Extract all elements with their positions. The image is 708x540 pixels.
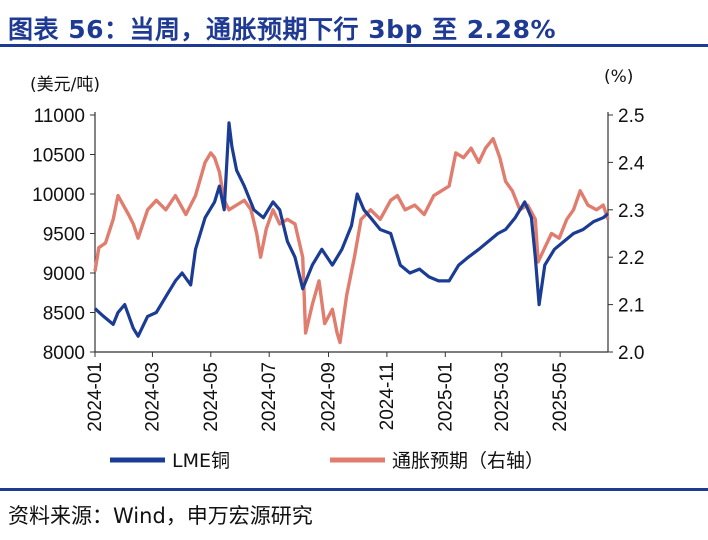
y-right-tick-label: 2.4 (618, 153, 645, 174)
x-tick-label: 2024-09 (319, 362, 340, 432)
x-tick-label: 2025-01 (435, 362, 456, 432)
source-rule (0, 488, 708, 491)
series-line-lme-copper (93, 121, 610, 338)
y-axis-right-label: (%) (604, 67, 633, 87)
title-rule (0, 44, 708, 47)
x-tick-label: 2024-01 (85, 362, 106, 432)
source-note: 资料来源：Wind，申万宏源研究 (8, 504, 313, 528)
y-left-tick-label: 8500 (43, 304, 85, 325)
y-right-tick-label: 2.0 (618, 343, 644, 364)
x-tick-label: 2024-11 (377, 362, 398, 430)
y-left-tick-label: 11000 (34, 106, 85, 127)
x-tick-label: 2024-03 (142, 362, 163, 432)
y-right-tick-label: 2.5 (618, 106, 644, 127)
x-tick-label: 2024-07 (259, 362, 280, 432)
y-left-tick-label: 8000 (43, 343, 85, 364)
chart-canvas: (美元/吨) (%) 11000 10500 10000 9500 9000 8500 8000… (30, 67, 645, 472)
y-right-tick-label: 2.2 (618, 248, 644, 269)
y-left-tick-label: 10500 (32, 146, 85, 167)
y-right-tick-label: 2.1 (618, 296, 644, 317)
y-left-tick-label: 9500 (43, 225, 85, 246)
series-line-inflation-expectation (93, 136, 610, 345)
legend-label-inflation-expectation: 通胀预期（右轴） (392, 450, 544, 472)
y-left-tick-label: 9000 (43, 264, 85, 285)
chart-title: 图表 56：当周，通胀预期下行 3bp 至 2.28% (8, 15, 557, 44)
legend-label-lme-copper: LME铜 (172, 450, 230, 472)
y-left-tick-label: 10000 (32, 185, 85, 206)
x-tick-label: 2024-05 (201, 362, 222, 432)
y-right-tick-label: 2.3 (618, 201, 644, 222)
x-tick-label: 2025-05 (550, 362, 571, 432)
y-axis-left-label: (美元/吨) (30, 75, 100, 95)
x-tick-label: 2025-03 (492, 362, 513, 432)
